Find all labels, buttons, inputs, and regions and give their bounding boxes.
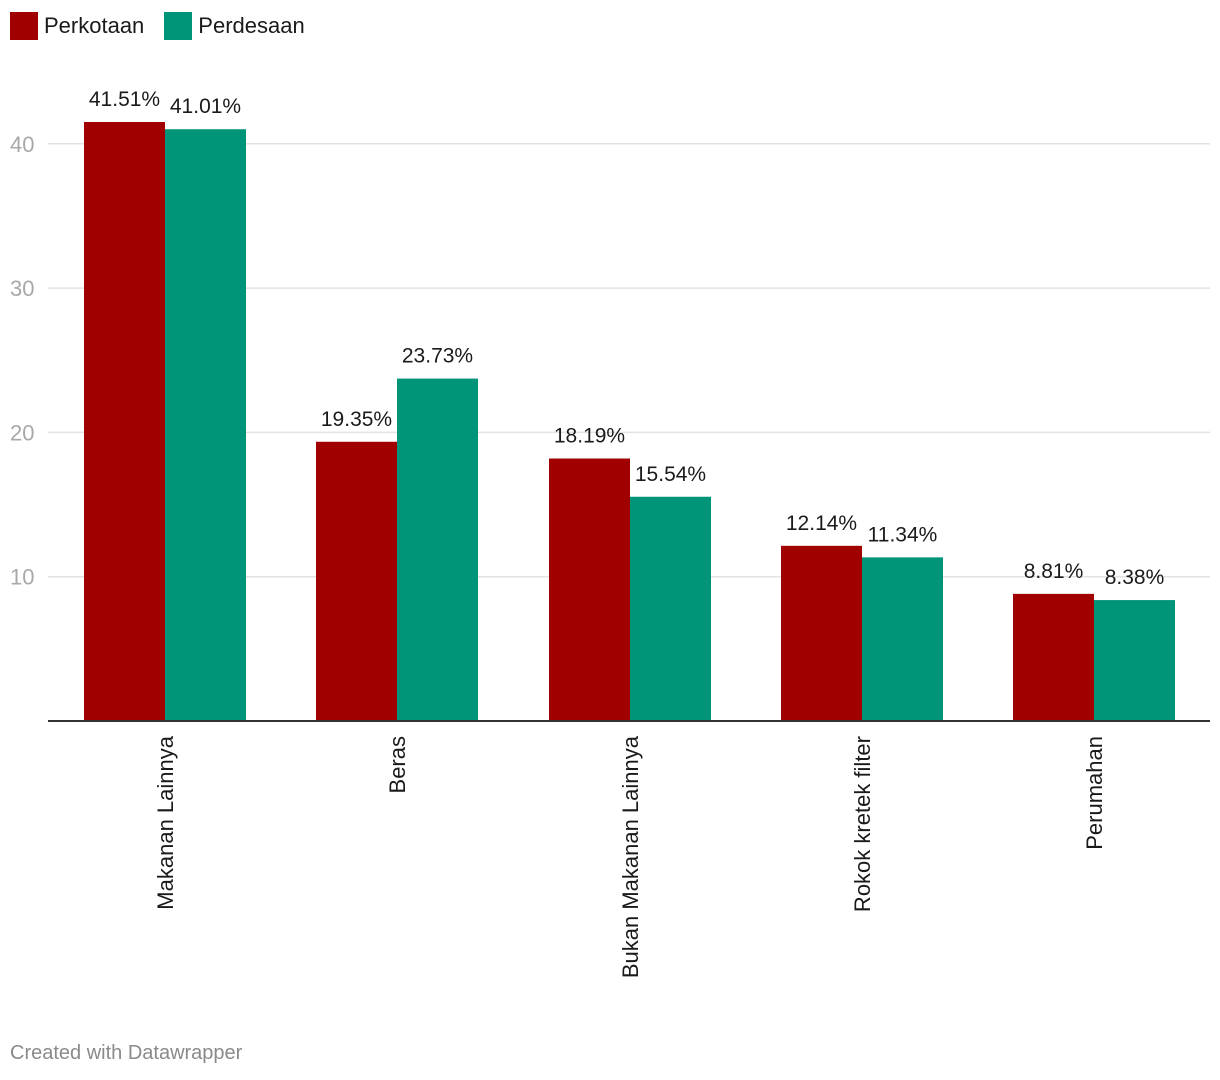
legend: Perkotaan Perdesaan <box>10 12 305 40</box>
data-label: 15.54% <box>635 463 706 486</box>
y-tick-label: 10 <box>10 565 34 590</box>
x-tick-label: Makanan Lainnya <box>153 735 178 909</box>
legend-label-perdesaan: Perdesaan <box>198 13 305 38</box>
bar <box>549 458 630 721</box>
data-label: 18.19% <box>554 425 625 448</box>
bar <box>84 122 165 722</box>
bar <box>781 545 862 721</box>
data-label: 11.34% <box>868 523 938 546</box>
bar <box>397 378 478 721</box>
bar <box>630 496 711 721</box>
legend-item-perkotaan: Perkotaan <box>10 12 144 40</box>
data-label: 8.81% <box>1024 560 1084 583</box>
bar <box>1013 593 1094 721</box>
bar <box>165 129 246 721</box>
data-label: 19.35% <box>321 408 392 431</box>
x-tick-label: Rokok kretek filter <box>850 736 875 912</box>
data-label: 8.38% <box>1105 566 1165 589</box>
data-label: 41.51% <box>89 88 160 111</box>
x-tick-label: Bukan Makanan Lainnya <box>618 735 643 978</box>
legend-item-perdesaan: Perdesaan <box>164 12 305 40</box>
legend-label-perkotaan: Perkotaan <box>44 13 145 38</box>
y-tick-label: 30 <box>10 276 34 301</box>
x-tick-label: Beras <box>385 736 410 793</box>
data-label: 12.14% <box>786 512 857 535</box>
y-tick-label: 20 <box>10 420 34 445</box>
bar <box>862 557 943 721</box>
bar <box>316 441 397 721</box>
credit-text: Created with Datawrapper <box>10 1042 243 1064</box>
y-tick-label: 40 <box>10 132 34 157</box>
legend-swatch-perkotaan <box>10 12 38 40</box>
legend-swatch-perdesaan <box>164 12 193 40</box>
data-label: 41.01% <box>170 95 241 118</box>
x-tick-label: Perumahan <box>1082 736 1107 850</box>
bar <box>1094 600 1175 721</box>
data-label: 23.73% <box>402 345 473 368</box>
